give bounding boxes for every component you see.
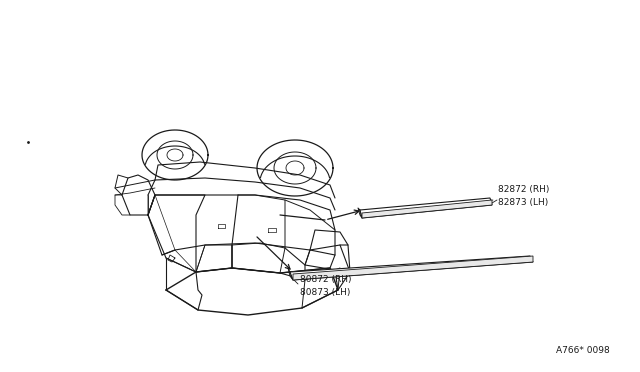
Text: 82872 (RH)
82873 (LH): 82872 (RH) 82873 (LH) <box>498 185 549 207</box>
Polygon shape <box>293 256 533 280</box>
Polygon shape <box>360 198 492 218</box>
Polygon shape <box>362 200 492 218</box>
Polygon shape <box>290 256 533 280</box>
Text: A766* 0098: A766* 0098 <box>556 346 610 355</box>
Text: 80872 (RH)
80873 (LH): 80872 (RH) 80873 (LH) <box>300 275 351 297</box>
